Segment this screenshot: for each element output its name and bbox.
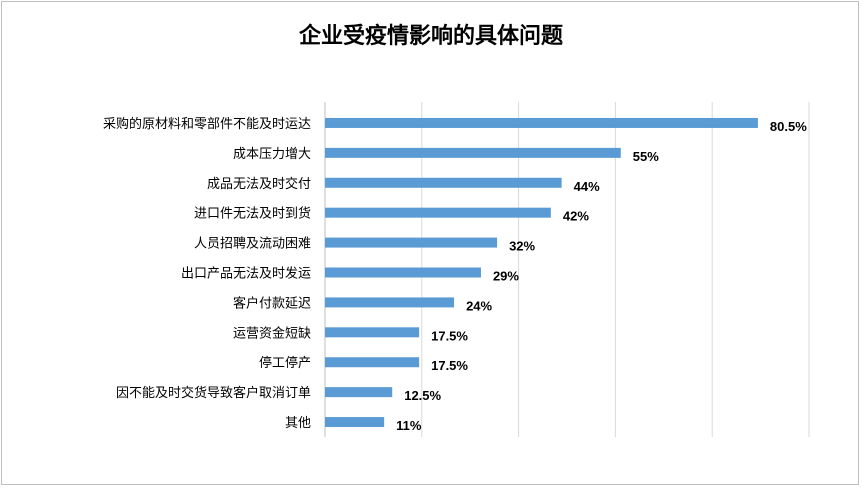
category-label: 因不能及时交货导致客户取消订单 — [116, 385, 311, 401]
data-label: 12.5% — [404, 388, 441, 403]
bar — [325, 207, 551, 218]
category-label: 停工停产 — [259, 355, 311, 371]
data-label: 42% — [563, 209, 589, 224]
data-label: 17.5% — [431, 328, 468, 343]
category-label: 出口产品无法及时发运 — [181, 266, 311, 282]
bar — [325, 147, 621, 158]
bar — [325, 387, 393, 398]
category-label: 人员招聘及流动困难 — [194, 237, 311, 252]
category-label: 成本压力增大 — [233, 147, 311, 162]
bar — [325, 327, 420, 338]
bar — [325, 357, 420, 368]
data-label: 17.5% — [431, 358, 468, 373]
bar — [325, 417, 385, 428]
category-label: 成品无法及时交付 — [207, 176, 311, 192]
category-label: 采购的原材料和零部件不能及时运达 — [103, 116, 311, 132]
data-label: 11% — [396, 418, 422, 433]
bar — [325, 267, 481, 278]
data-label: 44% — [574, 179, 600, 194]
category-label: 其他 — [285, 416, 311, 431]
bar — [325, 237, 498, 248]
bar — [325, 177, 562, 188]
bar — [325, 117, 758, 128]
category-label: 运营资金短缺 — [233, 325, 311, 341]
category-label: 进口件无法及时到货 — [194, 206, 311, 222]
data-label: 80.5% — [770, 119, 807, 134]
data-label: 32% — [509, 239, 535, 254]
data-label: 55% — [633, 149, 659, 164]
chart-title: 企业受疫情影响的具体问题 — [298, 24, 563, 49]
bar — [325, 297, 455, 308]
data-label: 29% — [493, 269, 519, 284]
data-label: 24% — [466, 298, 492, 313]
category-label: 客户付款延迟 — [233, 295, 311, 311]
